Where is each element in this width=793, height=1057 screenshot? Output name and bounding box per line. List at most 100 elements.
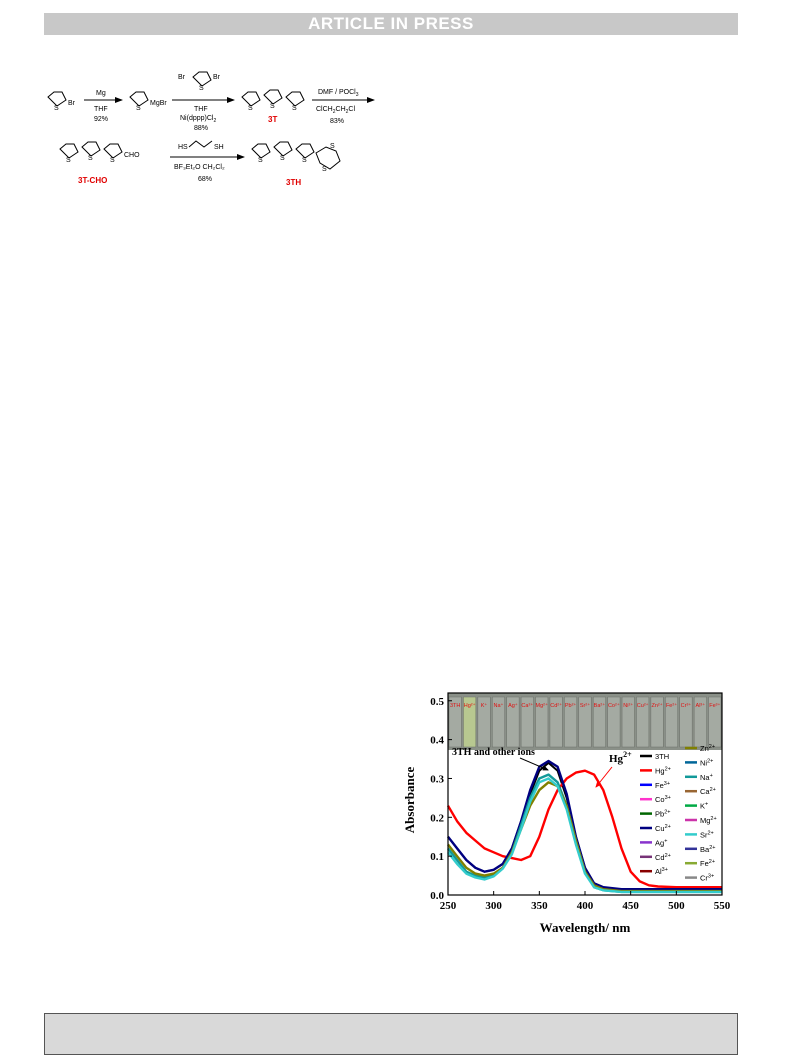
thiophene-bromide: Br	[47, 91, 76, 113]
y-tick-label: 0.3	[430, 773, 444, 785]
legend-label: Pb2+	[655, 810, 670, 819]
vial-label: Fe²⁺	[666, 702, 677, 709]
svg-text:S: S	[330, 143, 335, 150]
y-tick-label: 0.1	[430, 851, 444, 863]
vial-label: Cu²⁺	[637, 702, 649, 709]
vial	[607, 696, 621, 748]
vial	[448, 696, 462, 748]
svg-text:BF₃Et₂O CH₂Cl₂: BF₃Et₂O CH₂Cl₂	[174, 164, 225, 171]
vial-label: Zn²⁺	[652, 702, 663, 709]
svg-text:Br: Br	[213, 74, 221, 81]
vial-label: Co²⁺	[608, 702, 620, 709]
legend-label: Cr3+	[700, 874, 714, 883]
svg-text:68%: 68%	[198, 176, 212, 183]
vial	[665, 696, 678, 748]
vial	[549, 696, 563, 748]
terthiophene-dithiane: S S	[251, 141, 341, 173]
label-3t: 3T	[268, 115, 277, 124]
vial-label: Cd²⁺	[550, 702, 562, 709]
reagent-thf: THF	[94, 106, 108, 113]
annotation-3th-other-ions: 3TH and other ions	[452, 747, 535, 758]
y-tick-label: 0.2	[430, 812, 444, 824]
vial-label: Na⁺	[494, 702, 504, 709]
svg-text:88%: 88%	[194, 125, 208, 132]
vial	[650, 696, 664, 748]
x-tick-label: 450	[622, 900, 639, 912]
svg-text:CHO: CHO	[124, 152, 140, 159]
legend-label: Cu2+	[655, 824, 671, 833]
legend-label: Sr2+	[700, 830, 714, 839]
x-tick-label: 500	[668, 900, 685, 912]
legend-label: Zn2+	[700, 744, 715, 753]
vial	[463, 696, 477, 748]
legend: 3TH Hg2+ Fe3+ Co3+ Pb2+ Cu2+ Ag+ Cd2+ Al3+ Zn2+ Ni…	[640, 744, 717, 883]
vial-row: 3TH Hg²⁺ K⁺ Na⁺ Ag⁺ Ca²⁺ Mg²⁺ Cd²⁺ Pb²⁺ Sr²⁺ Ba²⁺ C…	[448, 696, 722, 748]
article-in-press-banner: ARTICLE IN PRESS	[44, 13, 738, 35]
svg-text:S: S	[322, 166, 327, 173]
vial	[520, 696, 534, 748]
legend-label: Ba2+	[700, 845, 715, 854]
vial	[535, 696, 549, 748]
vial-label: Ba²⁺	[594, 702, 606, 709]
legend-label: Fe3+	[655, 781, 670, 790]
label-3th: 3TH	[286, 178, 301, 187]
legend-label: Co3+	[655, 795, 671, 804]
svg-text:MgBr: MgBr	[150, 100, 167, 107]
legend-label: Hg2+	[655, 766, 671, 775]
svg-text:Ni(dppp)Cl2: Ni(dppp)Cl2	[180, 115, 216, 124]
legend-label: 3TH	[655, 752, 669, 761]
vial-label: Ca²⁺	[521, 702, 533, 709]
series-line	[446, 769, 722, 889]
svg-text:HS: HS	[178, 144, 188, 151]
legend-label: Ca2+	[700, 787, 716, 796]
svg-text:Br: Br	[178, 74, 186, 81]
y-axis-label: Absorbance	[402, 767, 417, 834]
legend-label: Cd2+	[655, 853, 671, 862]
y-tick-label: 0.5	[430, 696, 444, 708]
legend-label: Na+	[700, 773, 713, 782]
vial	[477, 696, 491, 748]
annotation-hg: Hg2+	[609, 750, 632, 765]
legend-label: Fe2+	[700, 859, 715, 868]
vial	[693, 696, 707, 748]
series-line	[447, 781, 722, 893]
yield-1: 92%	[94, 116, 108, 123]
vial	[492, 696, 505, 748]
vial-label: Mg²⁺	[536, 702, 548, 709]
x-axis-label: Wavelength/ nm	[540, 920, 631, 935]
y-tick-label: 0.4	[430, 735, 444, 747]
x-tick-label: 350	[531, 900, 548, 912]
svg-text:83%: 83%	[330, 118, 344, 125]
terthiophene-aldehyde: CHO	[59, 141, 140, 165]
uv-vis-chart: 3TH Hg²⁺ K⁺ Na⁺ Ag⁺ Ca²⁺ Mg²⁺ Cd²⁺ Pb²⁺ Sr²⁺ Ba²⁺ C…	[402, 692, 731, 935]
svg-text:SH: SH	[214, 144, 224, 151]
synthesis-scheme: S Br Mg THF 92% MgBr Br Br THF Ni(dppp)C…	[47, 71, 375, 187]
dibromothiophene: Br Br	[178, 71, 221, 93]
vial	[708, 696, 722, 748]
y-tick-label: 0.0	[430, 890, 444, 902]
vial-label: Ni²⁺	[623, 702, 633, 709]
legend-label: Al3+	[655, 867, 668, 876]
vial	[578, 696, 592, 748]
propanedithiol: HS SH	[178, 140, 224, 151]
legend-label: Mg2+	[700, 816, 717, 825]
series-line	[447, 777, 722, 894]
terthiophene-3t	[241, 89, 305, 113]
vial-label: Hg²⁺	[464, 702, 476, 709]
annotation-arrow-red	[595, 766, 613, 788]
vial	[636, 696, 650, 748]
vial	[592, 696, 606, 748]
vial	[506, 696, 520, 748]
vial-label: Fe³⁺	[709, 702, 720, 709]
x-tick-label: 400	[577, 900, 594, 912]
annotation-arrow-black	[519, 757, 549, 771]
vial-label: 3TH	[450, 703, 460, 709]
svg-text:THF: THF	[194, 106, 208, 113]
svg-text:DMF / POCl3: DMF / POCl3	[318, 89, 359, 98]
x-tick-label: 250	[440, 900, 457, 912]
vial-label: Cr³⁺	[681, 702, 692, 709]
svg-text:Br: Br	[68, 100, 76, 107]
x-tick-label: 550	[714, 900, 731, 912]
vial-label: Al³⁺	[696, 702, 706, 709]
label-3t-cho: 3T-CHO	[78, 176, 107, 185]
